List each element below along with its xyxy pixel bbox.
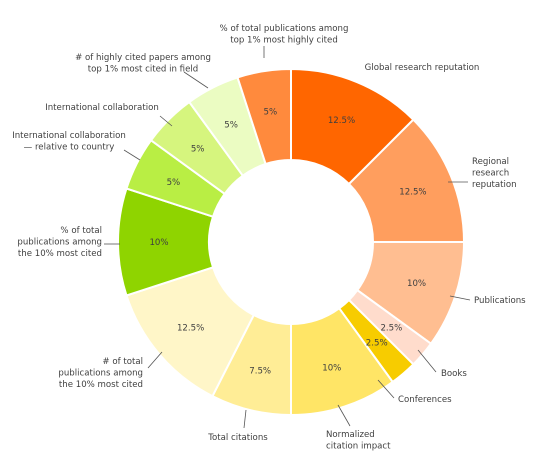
slice-value-label: 5% bbox=[224, 120, 238, 130]
slice bbox=[236, 67, 292, 166]
leader-line bbox=[147, 351, 163, 369]
slice-value-label: 12.5% bbox=[399, 187, 426, 197]
leader-line bbox=[123, 149, 141, 161]
slice-value-label: 5% bbox=[167, 178, 181, 188]
slice-label: # of highly cited papers among top 1% mos… bbox=[75, 53, 211, 75]
slice-label: Publications bbox=[474, 296, 526, 306]
slice-value-label: 10% bbox=[407, 279, 426, 289]
leader-line bbox=[183, 71, 209, 89]
leader-lines bbox=[104, 46, 471, 429]
slice-value-label: 12.5% bbox=[328, 116, 355, 126]
slice-value-label: 10% bbox=[322, 364, 341, 374]
leader-line bbox=[377, 379, 395, 399]
slice-label: International collaboration bbox=[45, 103, 159, 113]
leader-line bbox=[449, 295, 471, 301]
slice-value-label: 2.5% bbox=[366, 338, 388, 348]
slice-label: Global research reputation bbox=[365, 63, 480, 73]
donut-hole bbox=[210, 161, 372, 323]
slice-value-label: 10% bbox=[149, 238, 168, 248]
leader-line bbox=[337, 404, 351, 427]
slice-label: International collaboration — relative to… bbox=[12, 131, 126, 153]
leader-line bbox=[243, 409, 247, 429]
slice-value-label: 2.5% bbox=[380, 324, 402, 334]
slice-value-label: 5% bbox=[264, 108, 278, 118]
slice-label: Conferences bbox=[398, 395, 452, 405]
slice-label: % of total publications among the 10% most… bbox=[17, 226, 102, 259]
slice-value-label: 12.5% bbox=[177, 324, 204, 334]
leader-line bbox=[159, 115, 173, 127]
slice-label: Total citations bbox=[207, 433, 268, 443]
slice-labels: Global research reputation Regional resear… bbox=[12, 24, 526, 452]
slice-value-label: 5% bbox=[191, 145, 205, 155]
slice-value-label: 7.5% bbox=[249, 366, 271, 376]
slice-label: % of total publications among top 1% most… bbox=[220, 24, 349, 46]
leader-line bbox=[417, 349, 437, 373]
slice-label: Books bbox=[441, 369, 467, 379]
slice-label: # of total publications among the 10% most… bbox=[58, 357, 143, 390]
slices bbox=[117, 67, 466, 417]
slice-label: Normalized citation impact bbox=[326, 430, 391, 452]
value-labels: 12.5% 12.5% 10% 2.5% 2.5% 10% 7.5% 12.5% 10% 5% 5%… bbox=[149, 108, 426, 377]
slice-label: Regional research reputation bbox=[472, 157, 517, 190]
